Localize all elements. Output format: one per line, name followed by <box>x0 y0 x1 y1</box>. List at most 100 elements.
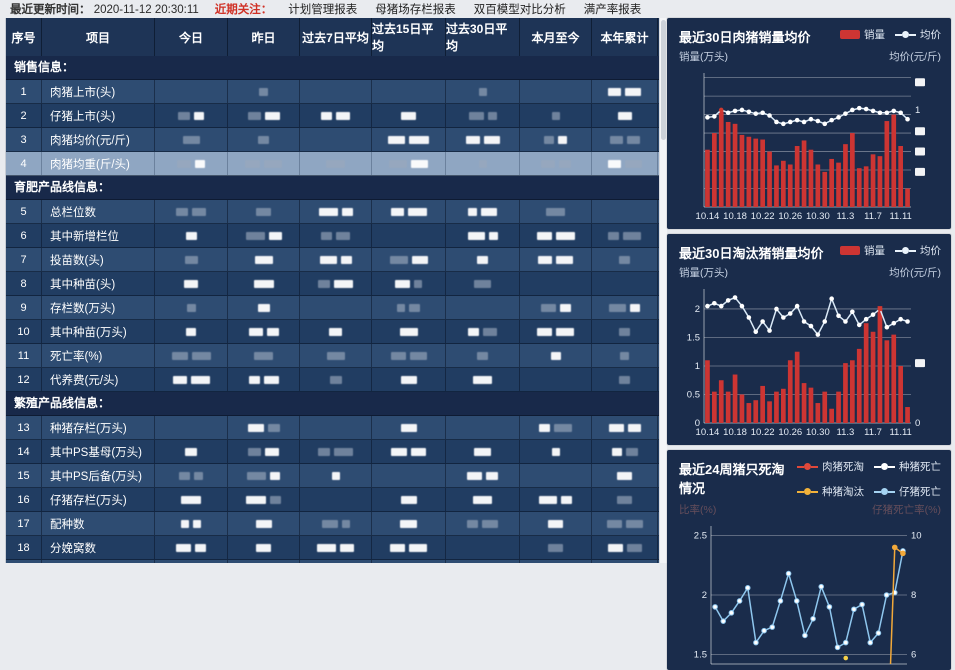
line-marker[interactable] <box>808 116 814 122</box>
line-marker[interactable] <box>843 111 848 116</box>
line-marker[interactable] <box>822 319 828 324</box>
bar[interactable] <box>884 340 890 423</box>
table-row[interactable]: 3 肉猪均价(元/斤) <box>6 128 659 152</box>
bar[interactable] <box>836 391 841 423</box>
bar[interactable] <box>732 123 738 207</box>
bar[interactable] <box>850 133 855 207</box>
report-link-1[interactable]: 计划管理报表 <box>288 4 358 16</box>
line-marker[interactable] <box>891 320 897 326</box>
table-row[interactable]: 8 其中种苗(头) <box>6 272 659 296</box>
table-row[interactable]: 7 投苗数(头) <box>6 248 659 272</box>
table-row[interactable]: 1 肉猪上市(头) <box>6 80 659 104</box>
line-marker[interactable] <box>746 315 752 320</box>
bar[interactable] <box>808 387 814 423</box>
report-link-3[interactable]: 双百模型对比分析 <box>473 4 566 16</box>
bar[interactable] <box>877 156 883 207</box>
line-marker[interactable] <box>769 624 776 630</box>
bar[interactable] <box>829 158 834 207</box>
line-marker[interactable] <box>870 312 876 317</box>
line-marker[interactable] <box>863 106 869 112</box>
bar[interactable] <box>856 168 862 207</box>
line-marker[interactable] <box>760 110 765 116</box>
line-marker[interactable] <box>753 639 759 646</box>
bar[interactable] <box>870 331 876 423</box>
line-marker[interactable] <box>829 296 834 301</box>
legend-item[interactable]: 肉猪死淘 <box>797 459 864 474</box>
line-marker[interactable] <box>787 119 793 125</box>
line-marker[interactable] <box>746 109 752 115</box>
bar[interactable] <box>898 146 903 207</box>
line-marker[interactable] <box>802 632 808 639</box>
table-row[interactable]: 19窝均活仔(头/窝) <box>6 560 659 563</box>
line-marker[interactable] <box>863 316 869 322</box>
table-row[interactable]: 12 代养费(元/头) <box>6 368 659 392</box>
table-row[interactable]: 15 其中PS后备(万头) <box>6 464 659 488</box>
line-marker[interactable] <box>732 108 738 114</box>
line-marker[interactable] <box>736 598 743 604</box>
line-marker[interactable] <box>801 119 807 125</box>
line-marker[interactable] <box>739 303 745 309</box>
line-marker[interactable] <box>851 606 857 613</box>
bar[interactable] <box>829 408 834 423</box>
line-marker[interactable] <box>761 627 767 634</box>
bar[interactable] <box>794 351 800 423</box>
bar[interactable] <box>822 171 828 207</box>
line-marker[interactable] <box>898 316 903 322</box>
line-marker[interactable] <box>718 107 724 113</box>
bar[interactable] <box>863 323 869 423</box>
line-marker[interactable] <box>712 300 717 306</box>
legend-item[interactable]: 销量 <box>840 243 885 258</box>
report-link-2[interactable]: 母猪场存栏报表 <box>375 4 456 16</box>
line-marker[interactable] <box>842 639 849 646</box>
bar[interactable] <box>753 138 759 207</box>
line-marker[interactable] <box>836 115 841 120</box>
line-marker[interactable] <box>781 121 786 127</box>
legend-item[interactable]: 均价 <box>895 27 941 42</box>
bar[interactable] <box>822 391 828 423</box>
line-marker[interactable] <box>815 332 821 337</box>
line-marker[interactable] <box>867 639 874 646</box>
bar[interactable] <box>725 391 731 423</box>
table-row[interactable]: 18 分娩窝数 <box>6 536 659 560</box>
bar[interactable] <box>746 403 752 423</box>
line-marker[interactable] <box>826 604 833 610</box>
bar[interactable] <box>760 139 765 207</box>
line-marker[interactable] <box>725 110 731 116</box>
line-marker[interactable] <box>767 113 772 118</box>
line-marker[interactable] <box>787 311 793 316</box>
legend-item[interactable]: 种猪淘汰 <box>797 484 864 499</box>
chart-plot-area[interactable]: 2.5 2 1.5 10 8 6 <box>677 519 941 669</box>
line-marker[interactable] <box>905 319 910 324</box>
table-row[interactable]: 10 其中种苗(万头) <box>6 320 659 344</box>
bar[interactable] <box>843 144 848 207</box>
bar[interactable] <box>739 394 745 423</box>
table-row[interactable]: 2 仔猪上市(头) <box>6 104 659 128</box>
bar[interactable] <box>801 140 807 207</box>
line-marker[interactable] <box>856 322 862 328</box>
legend-item[interactable]: 仔猪死亡 <box>874 484 941 499</box>
table-row[interactable]: 5 总栏位数 <box>6 200 659 224</box>
line-marker[interactable] <box>774 306 779 312</box>
line-marker[interactable] <box>720 618 727 624</box>
line-marker[interactable] <box>815 118 821 124</box>
table-row[interactable]: 4 肉猪均重(斤/头) <box>6 152 659 176</box>
line-marker[interactable] <box>834 644 841 651</box>
table-row[interactable]: 14 其中PS基母(万头) <box>6 440 659 464</box>
bar[interactable] <box>891 114 897 207</box>
legend-item[interactable]: 销量 <box>840 27 885 42</box>
bar[interactable] <box>732 374 738 423</box>
bar[interactable] <box>843 363 848 423</box>
line-marker[interactable] <box>843 319 848 324</box>
bar[interactable] <box>760 385 765 423</box>
line-marker[interactable] <box>877 306 883 312</box>
line-marker[interactable] <box>781 315 786 320</box>
bar[interactable] <box>718 109 724 207</box>
bar[interactable] <box>718 380 724 423</box>
line-marker[interactable] <box>712 604 718 610</box>
line-marker[interactable] <box>777 598 784 604</box>
bar[interactable] <box>794 146 800 207</box>
bar[interactable] <box>808 149 814 207</box>
bar[interactable] <box>712 391 717 423</box>
bar[interactable] <box>705 149 710 207</box>
line-marker[interactable] <box>801 319 807 324</box>
